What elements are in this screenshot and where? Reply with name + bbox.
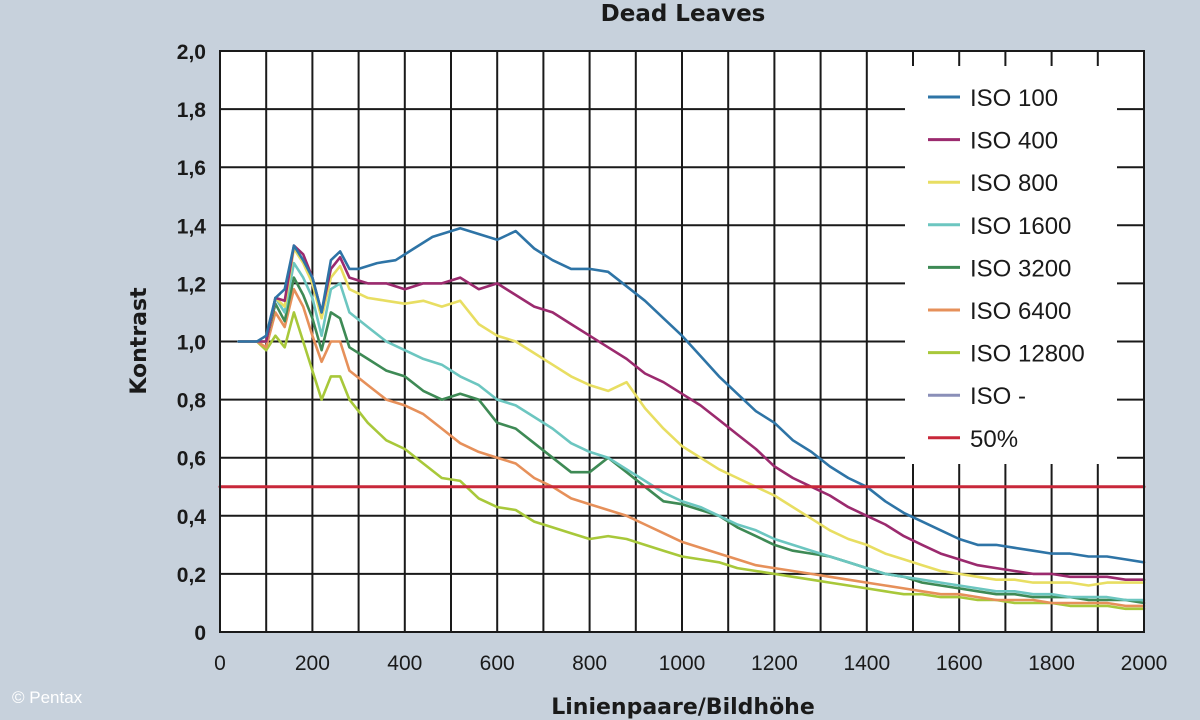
x-tick-label: 800: [572, 652, 607, 675]
x-tick-label: 2000: [1121, 652, 1168, 675]
legend-label: ISO 400: [970, 128, 1058, 155]
x-tick-label: 1600: [936, 652, 983, 675]
y-axis-ticks: 0 0,2 0,4 0,6 0,8 1,0 1,2 1,4 1,6 1,8 2,0: [177, 41, 207, 645]
plot-frame: [219, 50, 1145, 633]
legend-label: ISO -: [970, 383, 1026, 410]
legend-label: ISO 100: [970, 85, 1058, 112]
chart-title: Dead Leaves: [601, 1, 766, 27]
legend-label: ISO 6400: [970, 298, 1071, 325]
legend-label: ISO 800: [970, 170, 1058, 197]
y-tick-label: 1,0: [177, 332, 206, 355]
series-line-iso-100: [237, 226, 1146, 564]
y-tick-label: 0,2: [177, 564, 206, 587]
x-tick-label: 400: [387, 652, 422, 675]
legend-box: [905, 66, 1117, 464]
y-axis-title: Kontrast: [127, 287, 152, 395]
legend: ISO 100 ISO 400 ISO 800 ISO 1600 ISO 3200 ISO…: [905, 66, 1117, 464]
y-tick-label: 0,6: [177, 448, 206, 471]
x-axis-title: Linienpaare/Bildhöhe: [551, 695, 815, 720]
y-tick-label: 1,8: [177, 99, 207, 122]
x-tick-label: 0: [214, 652, 226, 675]
series-line-iso-6400: [237, 287, 1146, 608]
y-tick-label: 1,6: [177, 157, 206, 180]
x-tick-label: 1200: [751, 652, 798, 675]
legend-label: ISO 12800: [970, 341, 1085, 368]
series-line-iso-12800: [237, 311, 1146, 611]
legend-label: ISO 1600: [970, 213, 1071, 240]
x-axis-ticks: 0 200 400 600 800 1000 1200 1400 1600 1800 2000: [214, 652, 1167, 675]
series-line-iso-1600: [237, 261, 1146, 602]
y-tick-label: 0,8: [177, 390, 207, 413]
x-tick-label: 1400: [843, 652, 890, 675]
y-tick-label: 1,4: [177, 215, 207, 238]
series-layer: [218, 226, 1146, 611]
x-tick-label: 1800: [1028, 652, 1075, 675]
x-tick-label: 1000: [659, 652, 706, 675]
y-tick-label: 1,2: [177, 273, 206, 296]
x-tick-label: 200: [295, 652, 330, 675]
legend-label: ISO 3200: [970, 255, 1071, 282]
x-tick-label: 600: [480, 652, 515, 675]
y-tick-label: 0: [194, 622, 206, 645]
copyright-credit: © Pentax: [12, 688, 83, 707]
legend-label: 50%: [970, 426, 1018, 453]
y-tick-label: 2,0: [177, 41, 206, 64]
series-line-iso-400: [237, 244, 1146, 582]
y-tick-label: 0,4: [177, 506, 207, 529]
series-line-iso-800: [237, 247, 1146, 587]
